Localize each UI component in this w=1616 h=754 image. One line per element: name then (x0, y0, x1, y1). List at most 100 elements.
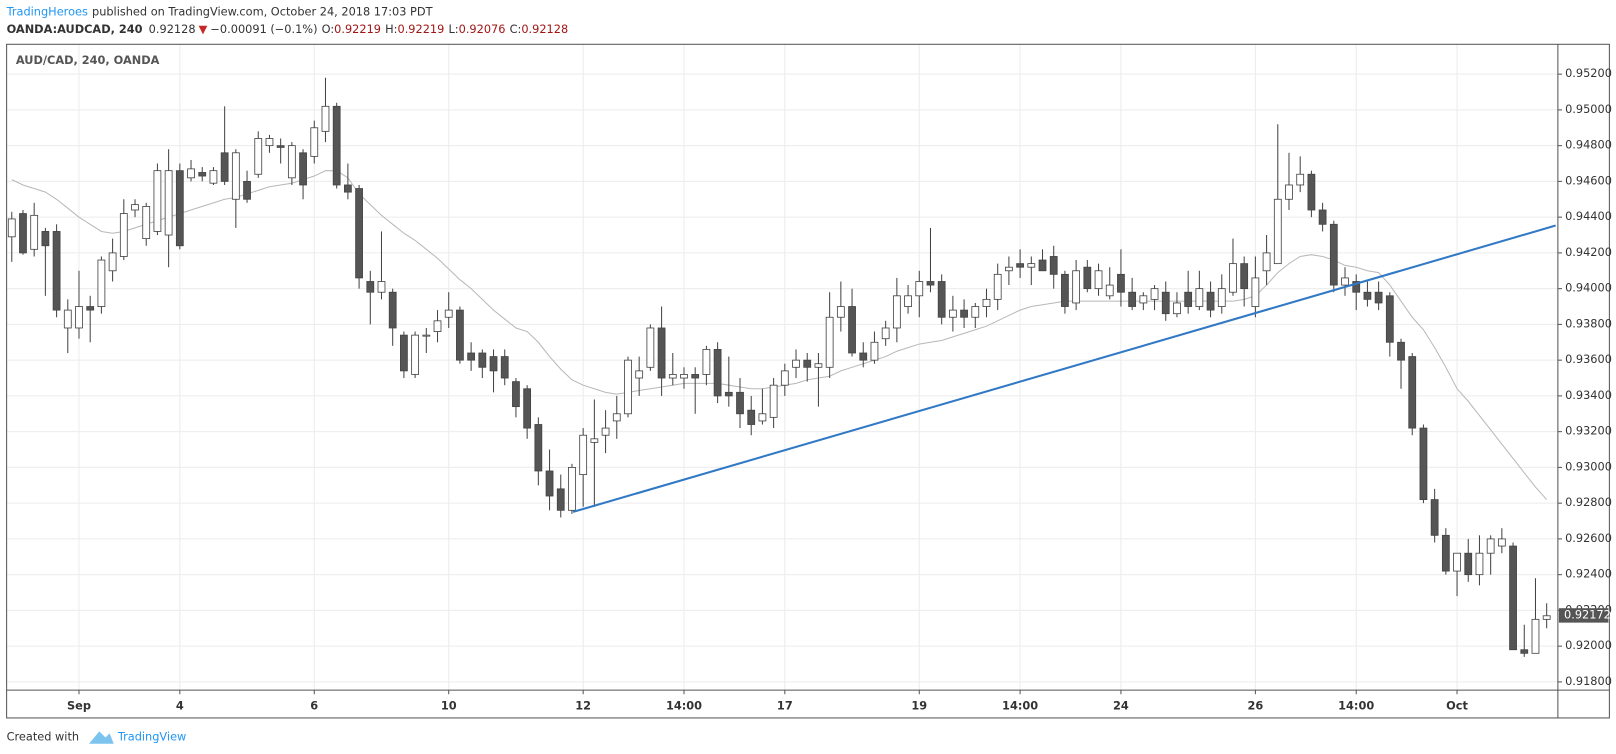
candle-body (825, 316, 834, 368)
arrow: ▼ (199, 22, 208, 36)
candle-body (175, 170, 184, 247)
candle-body (1038, 259, 1047, 272)
chart-title: AUD/CAD, 240, OANDA (16, 53, 160, 67)
candle-body (601, 427, 610, 436)
change: −0.00091 (−0.1%) (210, 22, 317, 36)
candle-body (1161, 291, 1170, 315)
candle-body (792, 359, 800, 368)
x-tick-label: Oct (1446, 699, 1468, 713)
o-value: 0.92219 (334, 22, 381, 36)
candle-body (254, 138, 263, 175)
candle-body (1453, 552, 1461, 572)
candle-body (590, 438, 599, 443)
candle-body (1318, 209, 1327, 225)
candle-body (1464, 552, 1473, 576)
candle-body (534, 424, 543, 472)
candle-body (1374, 291, 1383, 304)
candle-body (668, 374, 677, 379)
candle-body (948, 309, 957, 318)
candle-body (187, 168, 195, 179)
candle-body (1441, 534, 1450, 572)
author-link[interactable]: TradingHeroes (6, 4, 88, 18)
candle-body (904, 295, 912, 307)
candle-body (926, 281, 935, 286)
candle-body (1229, 263, 1237, 293)
x-tick-label: 19 (911, 699, 927, 713)
candle-body (859, 352, 868, 361)
candle-body (1273, 198, 1282, 265)
candle-body (870, 341, 879, 361)
x-tick-label: 4 (176, 699, 184, 713)
candle-body (1061, 273, 1069, 307)
x-tick-label: 14:00 (1338, 699, 1374, 713)
candle-body (299, 152, 307, 186)
y-tick-label: 0.94600 (1565, 173, 1612, 187)
candle-body (1072, 270, 1081, 304)
y-tick-label: 0.94200 (1565, 245, 1612, 259)
candle-body (321, 105, 330, 132)
footer-brand[interactable]: TradingView (117, 730, 186, 744)
candle-body (1307, 173, 1316, 211)
candle-body (478, 352, 487, 368)
candle-body (332, 105, 341, 186)
last-price-tag (1558, 608, 1609, 623)
candle-body (612, 413, 621, 422)
y-tick-label: 0.94800 (1565, 138, 1612, 152)
candle-body (780, 370, 789, 386)
candle-body (1363, 291, 1372, 300)
y-tick-label: 0.93800 (1565, 316, 1612, 330)
candle-body (1262, 252, 1271, 272)
y-tick-label: 0.95200 (1565, 66, 1612, 80)
h-value: 0.92219 (397, 22, 444, 36)
moving-average (11, 170, 1548, 500)
candle-body (489, 356, 498, 372)
y-tick-label: 0.92400 (1565, 567, 1612, 581)
candle-body (736, 391, 744, 415)
y-tick-label: 0.93000 (1565, 459, 1612, 473)
candle-body (41, 231, 50, 247)
candle-body (568, 466, 576, 511)
x-tick-label: 14:00 (1002, 699, 1038, 713)
candle-body (500, 356, 509, 379)
candle-body (993, 273, 1002, 300)
x-tick-label: Sep (67, 699, 91, 713)
candle-body (1049, 256, 1058, 275)
l-label: L: (448, 22, 458, 36)
candle-body (1486, 538, 1495, 554)
candle-body (523, 388, 532, 429)
candle-body (198, 172, 207, 177)
candle-body (657, 327, 666, 379)
candle-body (1139, 295, 1148, 304)
l-value: 0.92076 (459, 22, 506, 36)
y-tick-label: 0.92600 (1565, 531, 1612, 545)
y-tick-label: 0.92800 (1565, 495, 1612, 509)
candle-body (1105, 284, 1114, 297)
symbol: OANDA:AUDCAD, 240 (7, 22, 143, 36)
candle-body (747, 409, 756, 425)
candle-body (1408, 356, 1417, 429)
candle-body (108, 252, 117, 272)
published: published on TradingView.com, October 24… (92, 4, 433, 18)
candle-body (343, 184, 352, 193)
candle-body (7, 218, 16, 238)
candle-body (769, 384, 778, 418)
candle-body (1150, 288, 1159, 300)
candle-body (848, 306, 856, 354)
candle-body (1341, 277, 1349, 286)
candle-body (388, 291, 397, 329)
frame (6, 43, 1610, 719)
logo (89, 731, 114, 744)
candle-body (1117, 273, 1125, 293)
candle-body (814, 363, 823, 368)
candle-body (1083, 266, 1092, 290)
candle-body (444, 309, 453, 318)
trendline (572, 224, 1556, 513)
x-tick-label: 10 (441, 699, 457, 713)
o-label: O: (322, 22, 335, 36)
candle-body (1027, 263, 1036, 268)
candle-body (467, 352, 476, 361)
candle-body (758, 413, 767, 422)
candle-body (702, 349, 711, 375)
candle-body (422, 334, 431, 337)
